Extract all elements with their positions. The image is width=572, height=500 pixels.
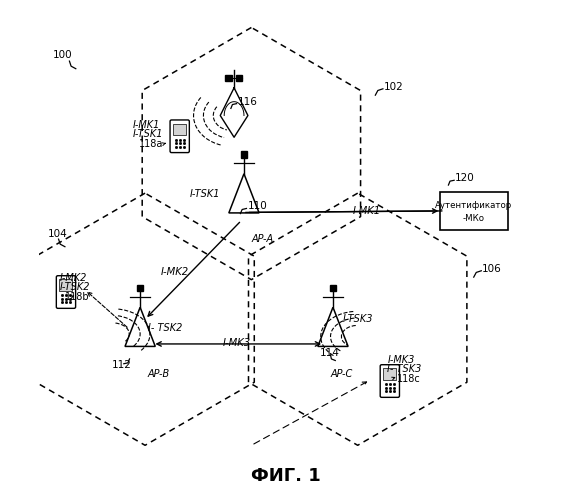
Text: 118b: 118b — [65, 292, 90, 302]
Text: AP-B: AP-B — [148, 368, 170, 378]
Text: 120: 120 — [455, 174, 475, 184]
Text: 118c: 118c — [397, 374, 421, 384]
Text: I-MK1: I-MK1 — [353, 206, 381, 216]
FancyBboxPatch shape — [170, 120, 189, 152]
Text: AP-C: AP-C — [331, 368, 353, 378]
FancyBboxPatch shape — [137, 285, 144, 291]
Text: 100: 100 — [53, 50, 72, 59]
Text: I-MK2: I-MK2 — [161, 267, 189, 277]
Text: 116: 116 — [237, 96, 257, 106]
FancyBboxPatch shape — [440, 192, 508, 230]
Text: 114: 114 — [320, 348, 340, 358]
Text: I- TSK2: I- TSK2 — [148, 322, 182, 332]
Text: I-MK1: I-MK1 — [133, 120, 160, 130]
FancyBboxPatch shape — [225, 74, 232, 81]
Text: I-MK2: I-MK2 — [60, 273, 88, 283]
FancyBboxPatch shape — [236, 74, 242, 81]
FancyBboxPatch shape — [330, 285, 336, 291]
Text: ФИГ. 1: ФИГ. 1 — [251, 467, 321, 485]
Text: AP-A: AP-A — [251, 234, 273, 243]
FancyBboxPatch shape — [241, 152, 247, 158]
FancyBboxPatch shape — [380, 364, 399, 398]
Text: I-TSK3: I-TSK3 — [343, 314, 374, 324]
FancyBboxPatch shape — [383, 368, 396, 380]
Text: 110: 110 — [248, 202, 267, 211]
Text: -МКо: -МКо — [463, 214, 485, 223]
Text: I-TSK2: I-TSK2 — [60, 282, 90, 292]
Text: I- TSK3: I- TSK3 — [387, 364, 422, 374]
Text: 104: 104 — [47, 229, 67, 239]
FancyBboxPatch shape — [173, 124, 186, 135]
Text: I-TSK1: I-TSK1 — [133, 130, 163, 140]
Text: 106: 106 — [482, 264, 502, 274]
Text: 112: 112 — [112, 360, 132, 370]
Text: 102: 102 — [384, 82, 404, 92]
Text: I-TSK1: I-TSK1 — [189, 189, 220, 199]
FancyBboxPatch shape — [59, 280, 73, 290]
Text: Аутентификатор: Аутентификатор — [435, 201, 513, 210]
Text: 118a: 118a — [139, 139, 164, 149]
Text: I-MK3: I-MK3 — [223, 338, 251, 348]
FancyBboxPatch shape — [56, 276, 76, 308]
Text: I-MK3: I-MK3 — [387, 355, 415, 365]
